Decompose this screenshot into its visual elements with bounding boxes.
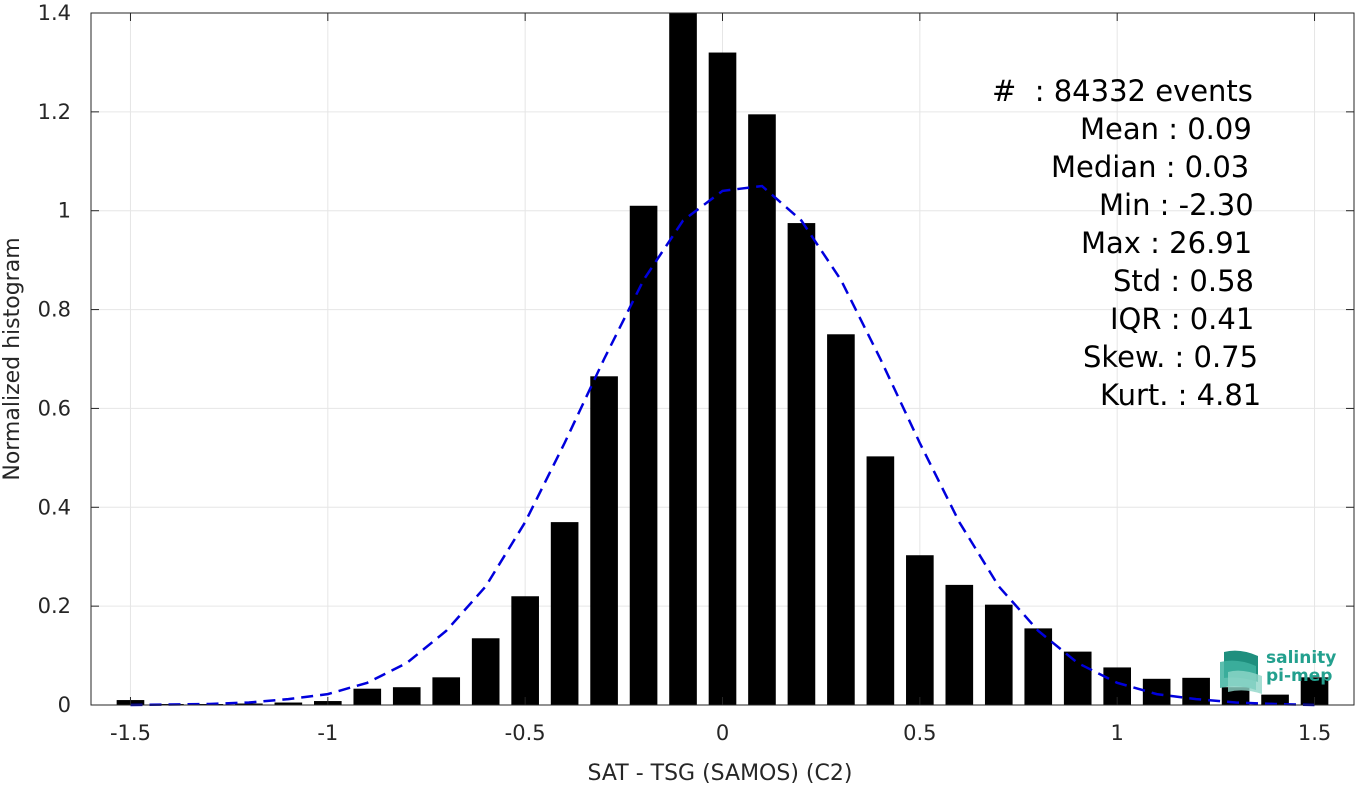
stat-skew: Skew. : 0.75 bbox=[1083, 340, 1259, 374]
histogram-bar bbox=[945, 584, 974, 705]
y-tick-label: 0 bbox=[58, 693, 71, 717]
salinity-pimep-logo: salinity pi-mep bbox=[1218, 646, 1348, 696]
histogram-bar bbox=[906, 555, 934, 705]
stat-max: Max : 26.91 bbox=[1081, 226, 1253, 260]
histogram-bar bbox=[708, 52, 737, 706]
histogram-bar bbox=[1024, 628, 1053, 705]
histogram-bar bbox=[1182, 677, 1210, 705]
histogram-bar bbox=[748, 114, 776, 706]
x-tick-label: -1.5 bbox=[110, 721, 151, 745]
x-tick-label: 0 bbox=[716, 721, 729, 745]
histogram-bar bbox=[590, 376, 618, 705]
x-axis-label: SAT - TSG (SAMOS) (C2) bbox=[588, 761, 853, 785]
histogram-bar bbox=[827, 334, 855, 705]
fit-curve bbox=[130, 184, 1315, 707]
y-tick-label: 1.2 bbox=[38, 100, 71, 124]
histogram-bar bbox=[866, 456, 895, 705]
histogram-bar bbox=[1142, 678, 1171, 705]
y-tick-label: 0.6 bbox=[38, 396, 71, 420]
stat-kurt: Kurt. : 4.81 bbox=[1100, 378, 1262, 412]
histogram-bar bbox=[432, 677, 461, 705]
y-tick-label: 1 bbox=[58, 199, 71, 223]
logo-text-pimep: pi-mep bbox=[1266, 666, 1333, 686]
stat-median: Median : 0.03 bbox=[1051, 150, 1250, 184]
histogram-bar bbox=[669, 13, 697, 705]
histogram-bar bbox=[1261, 694, 1289, 705]
x-tick-label: -0.5 bbox=[505, 721, 546, 745]
y-axis-label: Normalized histogram bbox=[0, 237, 25, 480]
gaussian-fit-line bbox=[130, 184, 1315, 707]
y-tick-label: 0.2 bbox=[38, 594, 71, 618]
x-tick-label: 1.5 bbox=[1298, 721, 1331, 745]
histogram-bar bbox=[984, 604, 1013, 705]
wave-logo-icon bbox=[1220, 650, 1262, 694]
histogram-bar bbox=[511, 596, 539, 705]
histogram-bar bbox=[353, 688, 382, 705]
stat-std: Std : 0.58 bbox=[1113, 264, 1254, 298]
stat-mean: Mean : 0.09 bbox=[1080, 112, 1252, 146]
stat-min: Min : -2.30 bbox=[1099, 188, 1254, 222]
histogram-bar bbox=[787, 223, 816, 706]
x-tick-label: 0.5 bbox=[903, 721, 936, 745]
y-tick-label: 1.4 bbox=[38, 1, 71, 25]
stat-iqr: IQR : 0.41 bbox=[1110, 302, 1255, 336]
logo-text-salinity: salinity bbox=[1266, 648, 1337, 668]
y-tick-label: 0.8 bbox=[38, 298, 71, 322]
histogram-bar bbox=[629, 205, 658, 705]
histogram-bar bbox=[235, 703, 263, 705]
axis-ticks: -1.5 -1 -0.5 0 0.5 1 1.5 0 0.2 0.4 0.6 0.8 1 1.2 1.4 bbox=[38, 1, 1354, 745]
histogram-bar bbox=[1063, 651, 1092, 705]
histogram-bar bbox=[471, 638, 500, 705]
histogram-bar bbox=[392, 687, 421, 705]
y-tick-label: 0.4 bbox=[38, 495, 71, 519]
x-tick-label: 1 bbox=[1111, 721, 1124, 745]
histogram-bars bbox=[116, 13, 1329, 706]
stat-count: # : 84332 events bbox=[992, 74, 1253, 108]
histogram-bar bbox=[274, 702, 303, 705]
histogram-bar bbox=[550, 522, 579, 705]
x-tick-label: -1 bbox=[317, 721, 338, 745]
